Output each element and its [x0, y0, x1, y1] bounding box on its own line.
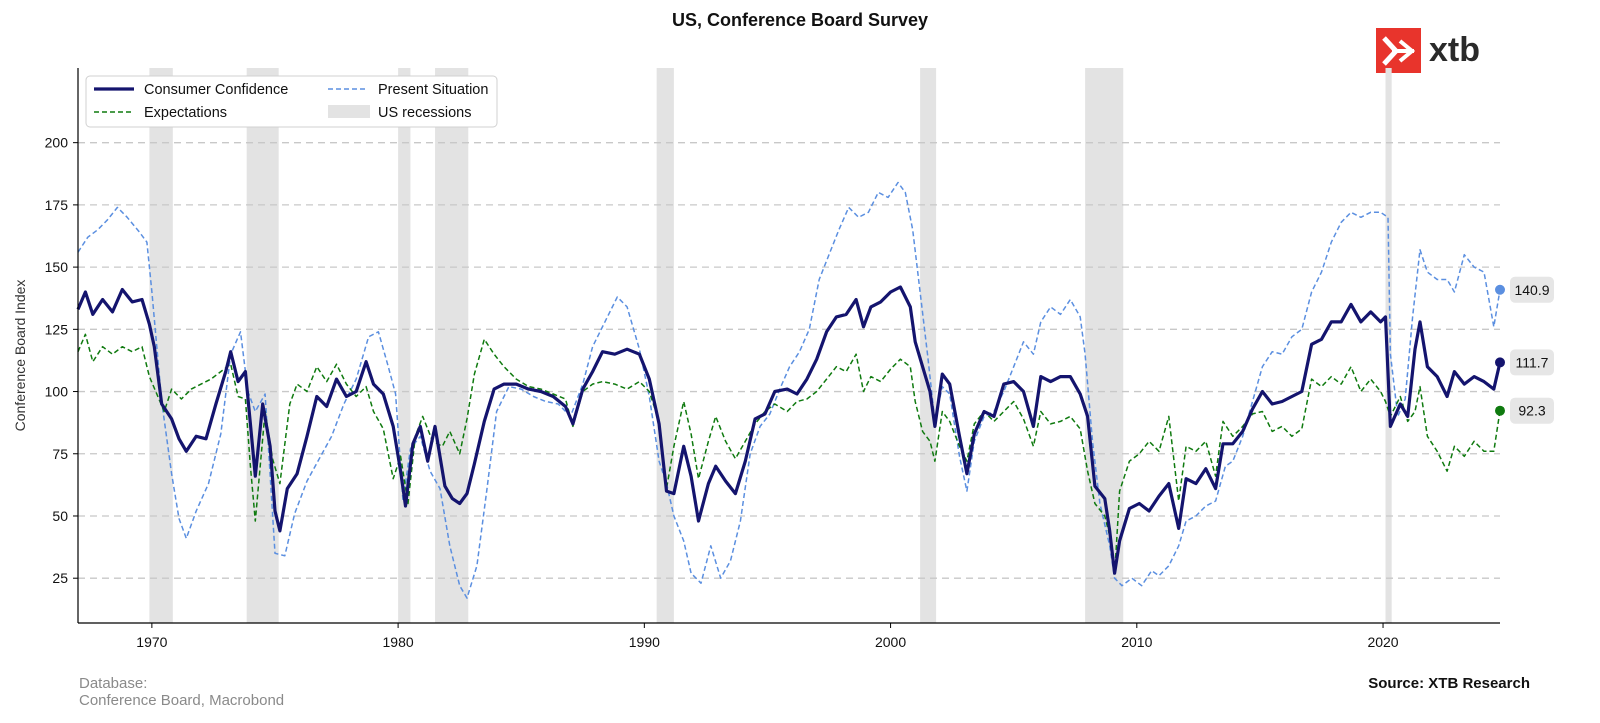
- x-tick-label: 1970: [136, 634, 167, 650]
- recession-band: [149, 68, 173, 623]
- source-note: Source: XTB Research: [1368, 675, 1530, 692]
- y-tick-label: 175: [45, 197, 69, 213]
- recession-band: [920, 68, 937, 623]
- recession-band: [656, 68, 674, 623]
- database-note: Database: Conference Board, Macrobond: [79, 675, 284, 709]
- chart-title: US, Conference Board Survey: [671, 10, 929, 30]
- series-expectations: [77, 333, 1501, 577]
- y-axis-label: Conference Board Index: [12, 280, 28, 432]
- last-value-dot: [1495, 357, 1505, 368]
- recession-band: [435, 68, 469, 623]
- last-value-label: 140.9: [1514, 282, 1549, 298]
- last-value-dot: [1495, 405, 1505, 416]
- legend-label: Present Situation: [378, 82, 488, 98]
- y-tick-label: 200: [45, 135, 69, 151]
- legend-label: Expectations: [144, 105, 227, 121]
- last-value-box: [1510, 276, 1554, 303]
- y-tick-label: 50: [52, 508, 68, 524]
- database-label: Database:: [79, 675, 148, 692]
- recession-bands: [149, 68, 1392, 623]
- y-tick-label: 25: [52, 570, 68, 586]
- recession-band: [1385, 68, 1392, 623]
- xtb-logo: xtb: [1376, 28, 1480, 73]
- legend-swatch: [328, 105, 370, 118]
- x-tick-label: 2020: [1367, 634, 1398, 650]
- xtb-logo-mark-icon: [1376, 28, 1421, 73]
- recession-band: [1085, 68, 1124, 623]
- legend-label: US recessions: [378, 105, 471, 121]
- x-tick-label: 2010: [1121, 634, 1152, 650]
- last-value-box: [1510, 397, 1554, 424]
- recession-band: [398, 68, 411, 623]
- x-tick-label: 1980: [383, 634, 414, 650]
- legend: Consumer Confidence Present Situation Expe…: [85, 75, 498, 128]
- y-tick-label: 150: [45, 259, 69, 275]
- y-tick-label: 125: [45, 321, 69, 337]
- legend-box: [85, 75, 498, 128]
- last-value-label: 111.7: [1516, 354, 1549, 370]
- last-value-box: [1510, 349, 1554, 376]
- xtb-logo-text: xtb: [1429, 31, 1480, 69]
- x-tick-label: 1990: [629, 634, 660, 650]
- last-value-labels: 111.7 140.9 92.3: [1495, 276, 1554, 424]
- series-present-situation: [77, 181, 1501, 599]
- series-consumer-confidence: [76, 285, 1502, 575]
- axes: 25 50 75 100 125 150 175 200 1970 1980 1990 2000 201…: [12, 68, 1500, 650]
- gridlines: [78, 142, 1500, 579]
- x-tick-label: 2000: [875, 634, 906, 650]
- y-tick-label: 100: [45, 384, 69, 400]
- legend-label: Consumer Confidence: [144, 82, 288, 98]
- series-lines: [76, 181, 1502, 599]
- y-tick-label: 75: [52, 446, 68, 462]
- database-value: Conference Board, Macrobond: [79, 692, 285, 709]
- last-value-label: 92.3: [1518, 403, 1545, 419]
- last-value-dot: [1495, 284, 1505, 295]
